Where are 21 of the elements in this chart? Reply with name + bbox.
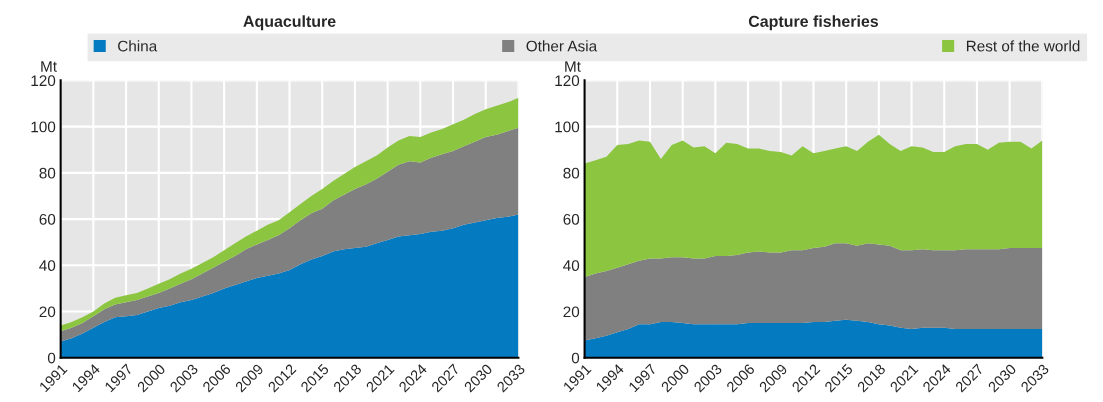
y-tick-label: 120 bbox=[31, 75, 56, 87]
y-tick-label: 120 bbox=[555, 75, 580, 87]
y-tick-label: 80 bbox=[563, 167, 580, 179]
legend-label: Other Asia bbox=[526, 40, 598, 52]
y-tick-label: 0 bbox=[47, 352, 56, 364]
y-tick-label: 100 bbox=[31, 121, 56, 133]
chart-title: Aquaculture bbox=[243, 15, 336, 31]
y-tick-label: 100 bbox=[555, 121, 580, 133]
y-tick-label: 20 bbox=[39, 306, 56, 318]
y-tick-label: 60 bbox=[39, 213, 56, 225]
legend-label: China bbox=[118, 40, 158, 52]
y-tick-label: 40 bbox=[39, 260, 56, 272]
y-tick-label: 80 bbox=[39, 167, 56, 179]
y-tick-label: 20 bbox=[563, 306, 580, 318]
chart-title: Capture fisheries bbox=[748, 15, 879, 31]
legend-label: Rest of the world bbox=[966, 40, 1080, 52]
y-axis-title: Mt bbox=[41, 61, 57, 72]
y-axis-title: Mt bbox=[565, 61, 581, 72]
y-tick-label: 0 bbox=[571, 352, 580, 364]
y-tick-label: 40 bbox=[563, 260, 580, 272]
y-tick-label: 60 bbox=[563, 213, 580, 225]
